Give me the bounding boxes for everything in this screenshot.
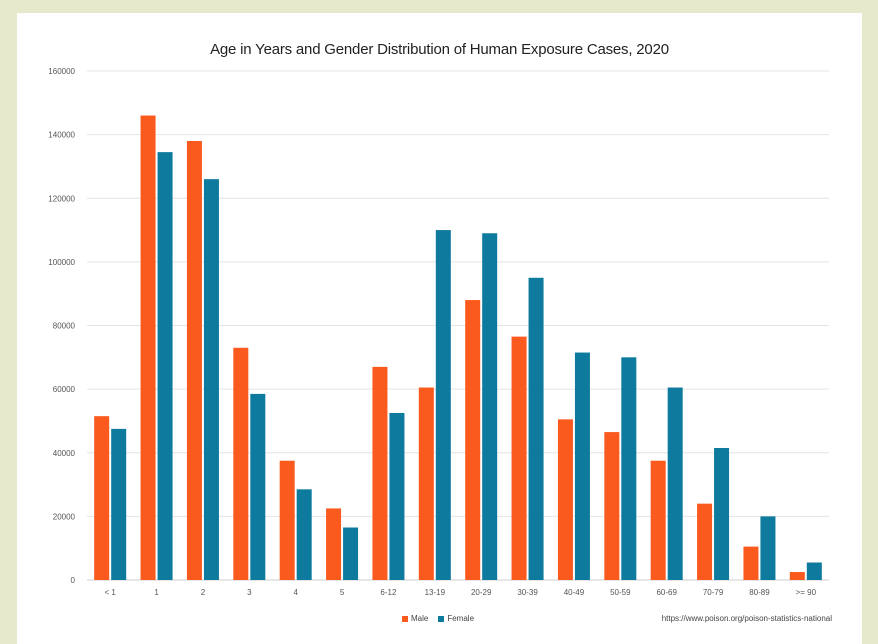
- bar-male: [279, 460, 295, 580]
- bar-female: [435, 230, 451, 580]
- bar-female: [714, 447, 730, 580]
- x-tick-label: 1: [154, 588, 159, 597]
- bar-female: [157, 152, 173, 580]
- y-tick-label: 60000: [53, 385, 76, 394]
- bar-male: [697, 503, 713, 580]
- y-tick-label: 40000: [53, 449, 76, 458]
- chart-panel: Age in Years and Gender Distribution of …: [17, 13, 862, 644]
- bar-male: [140, 115, 156, 580]
- x-tick-label: 2: [201, 588, 206, 597]
- bar-male: [465, 300, 481, 580]
- x-tick-label: 50-59: [610, 588, 631, 597]
- x-tick-label: 3: [247, 588, 252, 597]
- y-tick-label: 100000: [48, 258, 75, 267]
- bar-male: [743, 546, 759, 580]
- x-tick-label: 4: [293, 588, 298, 597]
- bar-chart: 0 20000 40000 60000 80000 100000 120000 140000 1…: [48, 67, 829, 597]
- y-tick-label: 80000: [53, 322, 76, 331]
- legend-label-female: Female: [447, 614, 475, 623]
- x-tick-label: 13-19: [425, 588, 446, 597]
- legend-item-male: Male: [402, 614, 428, 623]
- bar-male: [557, 419, 573, 580]
- bar-female: [667, 387, 683, 580]
- x-tick-label: 6-12: [380, 588, 397, 597]
- x-tick-label: < 1: [105, 588, 117, 597]
- bar-female: [343, 527, 359, 580]
- bar-male: [650, 460, 666, 580]
- y-tick-label: 0: [71, 576, 76, 585]
- bar-female: [806, 562, 822, 580]
- x-tick-label: 70-79: [703, 588, 724, 597]
- bar-female: [111, 428, 127, 580]
- bar-male: [418, 387, 434, 580]
- chart-title: Age in Years and Gender Distribution of …: [210, 41, 669, 58]
- bar-female: [296, 489, 312, 580]
- bar-male: [511, 336, 527, 580]
- legend-label-male: Male: [411, 614, 429, 623]
- x-tick-label: 30-39: [517, 588, 538, 597]
- bar-male: [789, 572, 805, 580]
- legend-item-female: Female: [438, 614, 474, 623]
- bar-male: [604, 432, 620, 580]
- x-tick-label: 5: [340, 588, 345, 597]
- legend-swatch-male: [402, 615, 408, 622]
- legend-swatch-female: [438, 615, 445, 622]
- bar-female: [574, 352, 590, 580]
- y-tick-label: 140000: [48, 131, 75, 140]
- x-tick-label: >= 90: [796, 588, 817, 597]
- bar-female: [760, 516, 776, 580]
- bar-female: [482, 233, 498, 580]
- y-tick-label: 120000: [48, 194, 75, 203]
- x-tick-label: 20-29: [471, 588, 492, 597]
- y-tick-label: 20000: [53, 512, 76, 521]
- bar-male: [372, 366, 388, 580]
- source-note: https://www.poison.org/poison-statistics…: [661, 614, 832, 623]
- legend: Male Female: [402, 614, 474, 623]
- x-tick-label: 60-69: [656, 588, 677, 597]
- bar-female: [203, 179, 219, 580]
- y-tick-label: 160000: [48, 67, 75, 76]
- x-tick-label: 80-89: [749, 588, 770, 597]
- bar-female: [250, 393, 266, 580]
- bar-female: [621, 357, 637, 580]
- bar-male: [233, 347, 249, 580]
- x-tick-label: 40-49: [564, 588, 585, 597]
- bar-male: [326, 508, 342, 580]
- bar-female: [389, 412, 405, 580]
- bar-female: [528, 277, 544, 580]
- bar-male: [94, 416, 110, 580]
- bar-male: [186, 140, 202, 581]
